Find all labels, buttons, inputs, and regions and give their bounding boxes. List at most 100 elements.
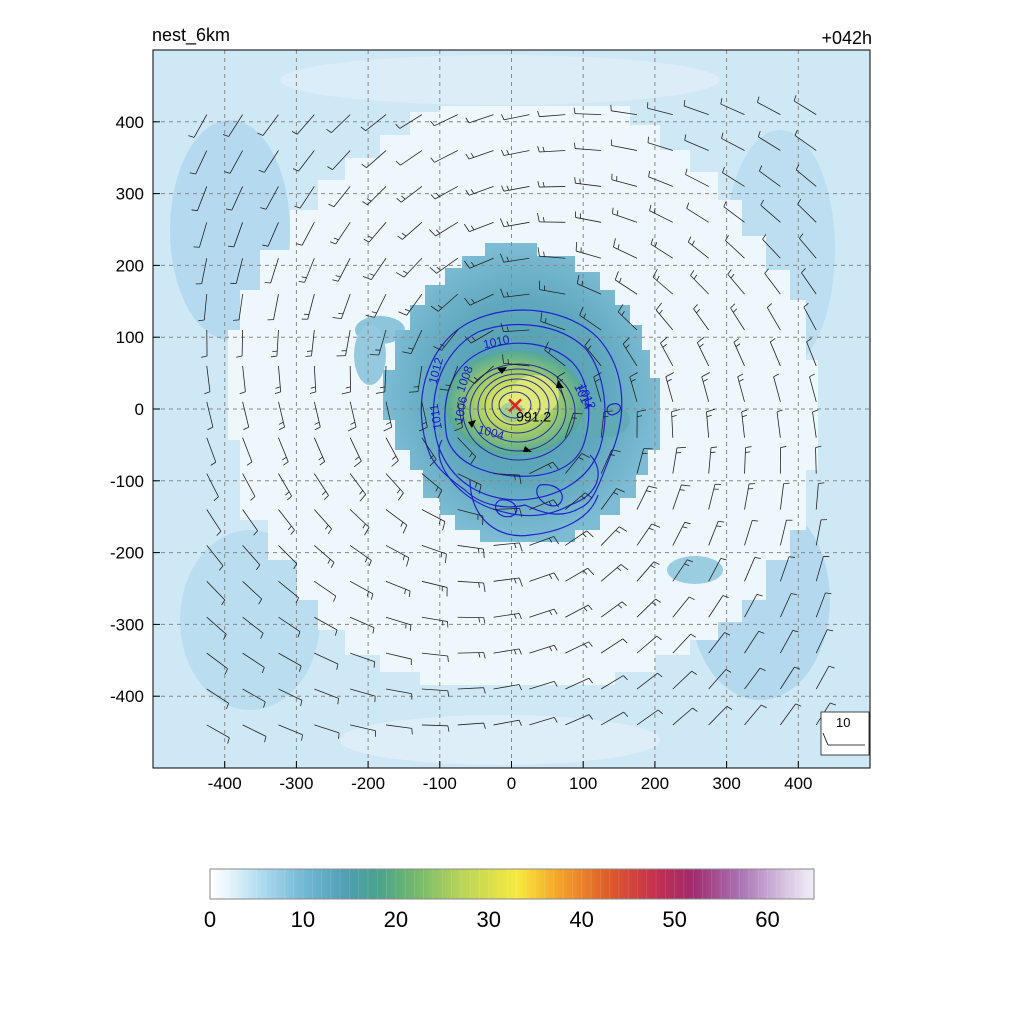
colorbar-scale: [209, 868, 815, 900]
wind-barb: [503, 221, 530, 228]
wind-barb: [766, 307, 781, 331]
wind-barb: [331, 114, 351, 133]
wind-barb: [584, 345, 602, 367]
wind-barb: [600, 526, 620, 546]
wind-barb-flag: [799, 233, 804, 239]
wind-barb: [385, 473, 404, 494]
wind-barb: [262, 114, 279, 136]
wind-barb: [242, 509, 258, 531]
wind-barb-flag: [463, 223, 470, 232]
wind-barb-flag: [293, 563, 298, 570]
wind-barb-flag: [726, 706, 733, 710]
wind-barb-flag: [793, 95, 797, 102]
wind-barb: [696, 342, 710, 367]
wind-barb: [298, 150, 315, 172]
wind-barb-flag: [806, 338, 812, 343]
wind-barb: [733, 342, 745, 367]
wind-barb: [350, 652, 375, 663]
wind-barb: [278, 401, 285, 428]
wind-barb-flag: [501, 149, 505, 156]
wind-barb: [206, 473, 219, 498]
wind-barb: [600, 638, 624, 654]
wind-barb-flag: [655, 302, 662, 311]
wind-barb: [350, 616, 375, 628]
wind-barb: [577, 283, 602, 295]
wind-barb-flag: [466, 378, 475, 384]
wind-barb-flag: [795, 164, 800, 171]
wind-barb: [242, 437, 253, 463]
wind-barb-flag: [671, 415, 677, 418]
wind-barb-flag: [262, 244, 269, 247]
wind-barb-flag: [478, 652, 481, 658]
wind-barb: [421, 580, 448, 588]
wind-barb: [600, 449, 613, 474]
wind-barb-flag: [319, 461, 325, 466]
wind-barb: [350, 688, 376, 697]
wind-barb-flag: [616, 567, 622, 572]
wind-barb: [201, 258, 208, 284]
wind-barb: [529, 536, 554, 546]
wind-barb-flag: [336, 663, 339, 670]
wind-barb: [539, 150, 566, 153]
wind-barb-flag: [499, 218, 505, 227]
wind-barb-flag: [221, 599, 226, 606]
wind-barb: [684, 140, 709, 151]
wind-barb-flag: [355, 456, 360, 461]
colorbar-ticks: 0 10 20 30 40 50 60: [204, 907, 780, 932]
wind-barb-flag: [444, 553, 447, 564]
wind-barb: [457, 687, 484, 690]
wind-barb-flag: [188, 135, 195, 138]
wind-barb-flag: [682, 526, 688, 529]
wind-barb-flag: [225, 208, 232, 211]
wind-barb-flag: [218, 565, 224, 571]
wind-barb-flag: [402, 555, 405, 561]
wind-barb-flag: [725, 669, 732, 673]
wind-barb: [780, 630, 794, 654]
wind-barb-flag: [404, 589, 406, 595]
wind-barb-flag: [578, 457, 584, 460]
wind-barb-flag: [828, 665, 835, 669]
wind-barb: [708, 558, 722, 582]
wind-barb: [793, 100, 817, 115]
wind-barb-flag: [697, 336, 705, 343]
wind-barb: [314, 616, 338, 631]
wind-barb: [337, 258, 351, 282]
wind-barb: [741, 411, 745, 438]
wind-barb-flag: [454, 426, 463, 432]
wind-barb-flag: [404, 308, 410, 312]
wind-barb-flag: [684, 521, 691, 525]
wind-barb-flag: [437, 304, 443, 309]
wind-reference-label: 10: [836, 715, 850, 730]
x-tick-label: 100: [569, 774, 597, 793]
wind-barb-flag: [616, 488, 625, 493]
wind-barb-flag: [722, 595, 729, 598]
wind-barb-flag: [583, 313, 587, 319]
wind-barb-flag: [581, 453, 590, 458]
wind-barb-flag: [547, 464, 552, 469]
wind-barb-flag: [483, 548, 485, 559]
wind-barb-flag: [408, 590, 411, 598]
wind-barb-flag: [629, 372, 638, 378]
wind-barb: [809, 376, 817, 402]
wind-barb-flag: [584, 492, 593, 499]
center-cross-icon: [508, 398, 522, 413]
wind-barb-flag: [296, 243, 303, 246]
colorbar-tick-label: 40: [569, 907, 593, 932]
wind-barb-flag: [723, 201, 727, 207]
wind-barb: [815, 666, 830, 690]
wind-barb-flag: [622, 638, 628, 644]
wind-barb: [701, 376, 710, 402]
wind-barb-flag: [690, 270, 695, 276]
wind-barb: [365, 114, 387, 132]
wind-barb: [503, 186, 530, 192]
x-tick-label: 300: [712, 774, 740, 793]
wind-barb-flag: [544, 341, 549, 351]
wind-barb-flag: [548, 574, 553, 579]
wind-barb-flag: [298, 280, 305, 283]
wind-barb-flag: [621, 310, 625, 316]
wind-barb: [600, 675, 624, 690]
wind-barb: [276, 329, 279, 356]
wind-barb-flag: [679, 489, 685, 491]
pressure-contours: [420, 309, 623, 537]
wind-barb-flag: [553, 608, 558, 615]
